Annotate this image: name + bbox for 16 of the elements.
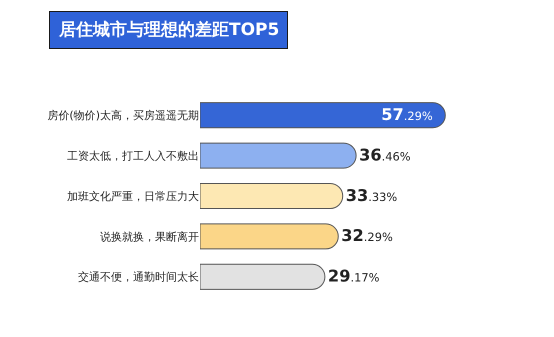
- bar: [200, 102, 446, 128]
- chart-title: 居住城市与理想的差距TOP5: [58, 20, 280, 40]
- bar: [200, 264, 326, 290]
- y-tick-label: 工资太低，打工人入不敷出: [60, 149, 199, 162]
- bar: [200, 142, 357, 169]
- data-label: 57.29%: [381, 104, 433, 124]
- y-tick-label: 加班文化严重，日常压力大: [60, 190, 199, 203]
- data-label: 32.29%: [341, 226, 393, 246]
- data-label: 33.33%: [346, 186, 398, 205]
- bar: [200, 182, 344, 210]
- data-label: 36.46%: [359, 145, 411, 164]
- data-label: 29.17%: [328, 266, 380, 286]
- y-tick-label: 交通不便，通勤时间太长: [71, 270, 199, 284]
- bar: [200, 223, 339, 250]
- y-tick-label: 房价(物价)太高，买房遥遥无期: [40, 109, 199, 122]
- y-tick-label: 说换就换，果断离开: [93, 230, 199, 244]
